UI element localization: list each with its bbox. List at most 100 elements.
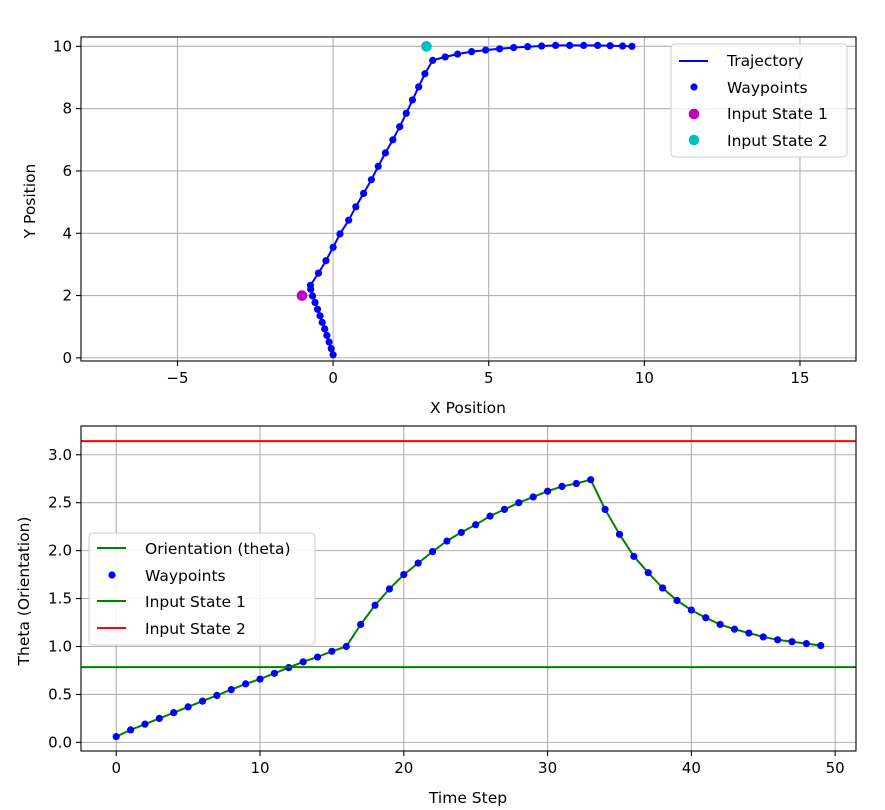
theta-waypoints-point — [155, 714, 163, 723]
trajectory-waypoints-point — [313, 305, 322, 313]
theta-waypoints-point — [385, 585, 394, 593]
theta-waypoints-point — [802, 640, 810, 648]
trajectory-waypoints-point — [323, 331, 331, 340]
trajectory-input-state-2-point — [421, 41, 432, 52]
trajectory-x-tick-label: 10 — [635, 369, 654, 387]
theta-waypoints-point — [745, 629, 753, 637]
theta-waypoints-point — [788, 638, 796, 646]
legend-theta-input-state-2-label: Input State 2 — [145, 620, 246, 638]
theta-x-tick-label: 0 — [111, 759, 121, 777]
theta-legend-box — [88, 532, 316, 646]
trajectory-waypoints-point — [524, 43, 532, 51]
theta-waypoints-point — [572, 479, 580, 488]
theta-y-tick-label: 1.0 — [48, 638, 72, 656]
trajectory-waypoints-point — [580, 41, 588, 50]
trajectory-waypoints-point — [606, 42, 614, 50]
trajectory-waypoints-point — [327, 344, 335, 353]
trajectory-ticks: −5 0 5 10 15 0 2 4 6 8 10 — [53, 37, 810, 387]
theta-y-tick-label: 2.0 — [48, 542, 72, 560]
theta-chart: 0 10 20 30 40 50 0.0 0.5 1.0 1.5 2.0 2.5 3.0 Time St… — [15, 425, 857, 807]
theta-y-tick-label: 0.5 — [48, 685, 72, 703]
legend-theta-waypoints-marker-swatch — [108, 571, 116, 579]
theta-y-tick-label: 2.5 — [48, 494, 72, 512]
theta-waypoints-point — [687, 606, 695, 614]
trajectory-input-state-1-point — [296, 290, 308, 301]
theta-waypoints-point — [414, 559, 422, 567]
theta-waypoints-point — [127, 726, 135, 734]
theta-waypoints-point — [213, 691, 221, 699]
theta-ticks: 0 10 20 30 40 50 0.0 0.5 1.0 1.5 2.0 2.5 3.0 — [48, 446, 845, 777]
theta-waypoints-point — [270, 669, 278, 677]
theta-waypoints-point — [299, 658, 307, 666]
trajectory-waypoints-point — [421, 70, 429, 78]
trajectory-x-tick-label: 0 — [328, 369, 338, 387]
theta-axes-frame — [80, 425, 857, 752]
theta-waypoints-point — [198, 697, 207, 705]
trajectory-y-tick-label: 0 — [62, 349, 72, 367]
trajectory-waypoints-point — [360, 189, 368, 197]
trajectory-chart: −5 0 5 10 15 0 2 4 6 8 10 X Position Y Position Tr… — [21, 36, 857, 417]
trajectory-waypoints-point — [429, 56, 437, 64]
trajectory-waypoints-point — [306, 281, 314, 289]
trajectory-plot-area — [296, 41, 636, 359]
legend-waypoints-marker-swatch — [690, 83, 698, 91]
legend-trajectory-label: Trajectory — [726, 52, 804, 70]
theta-waypoints-point — [817, 641, 825, 650]
trajectory-waypoints-point — [308, 292, 317, 300]
trajectory-y-tick-label: 8 — [62, 100, 72, 118]
trajectory-y-tick-label: 6 — [62, 162, 72, 180]
legend-orientation-label: Orientation (theta) — [145, 540, 291, 558]
trajectory-y-tick-label: 2 — [62, 287, 72, 305]
theta-waypoints-point — [644, 569, 652, 577]
theta-y-tick-label: 3.0 — [48, 446, 72, 464]
trajectory-x-tick-label: 15 — [790, 369, 809, 387]
trajectory-waypoints-point — [389, 136, 397, 144]
theta-waypoints-point — [184, 703, 192, 711]
theta-waypoints-point — [759, 633, 767, 641]
trajectory-waypoints-point — [367, 176, 375, 184]
theta-waypoints-point — [716, 620, 724, 629]
theta-waypoints-point — [630, 552, 638, 560]
trajectory-waypoints-point — [496, 45, 504, 53]
theta-waypoints-point — [112, 733, 120, 741]
theta-x-tick-label: 30 — [538, 759, 557, 777]
theta-waypoints-point — [601, 505, 609, 514]
trajectory-waypoints-point — [566, 41, 574, 50]
trajectory-waypoints-point — [482, 46, 490, 54]
theta-waypoints-point — [486, 512, 494, 520]
theta-waypoints-point — [500, 505, 509, 514]
theta-waypoints-point — [328, 647, 336, 655]
trajectory-waypoints-point — [336, 230, 344, 238]
theta-waypoints-point — [730, 625, 739, 633]
theta-x-tick-label: 50 — [826, 759, 845, 777]
trajectory-waypoints-point — [311, 298, 319, 307]
theta-waypoints-point — [702, 614, 710, 622]
theta-x-axis-label: Time Step — [428, 789, 507, 807]
trajectory-waypoints-point — [396, 123, 404, 131]
theta-waypoints-point — [357, 620, 365, 629]
trajectory-waypoints-point — [402, 109, 410, 117]
trajectory-axes-frame — [80, 36, 857, 362]
legend-waypoints-label: Waypoints — [727, 79, 808, 97]
theta-waypoints-point — [457, 528, 465, 537]
theta-y-tick-label: 1.5 — [48, 590, 72, 608]
theta-waypoints-point — [141, 720, 149, 728]
trajectory-waypoints-point — [441, 53, 449, 61]
trajectory-waypoints-point — [381, 149, 389, 157]
theta-waypoints-point — [615, 530, 624, 538]
trajectory-waypoints-point — [314, 269, 323, 277]
trajectory-x-axis-label: X Position — [430, 399, 506, 417]
theta-waypoints-point — [227, 686, 235, 694]
trajectory-waypoints-point — [329, 243, 337, 251]
trajectory-x-tick-label: 5 — [484, 369, 494, 387]
theta-waypoints-point — [587, 476, 595, 484]
trajectory-waypoints-point — [322, 257, 330, 265]
theta-waypoints-point — [428, 547, 437, 556]
theta-x-tick-label: 10 — [250, 759, 269, 777]
trajectory-waypoints-point — [321, 325, 329, 333]
theta-waypoints-point — [472, 521, 480, 529]
legend-input-state-1-label: Input State 1 — [727, 105, 828, 123]
trajectory-waypoints-point — [510, 43, 518, 52]
trajectory-waypoints-point — [408, 96, 417, 104]
theta-waypoints-point — [673, 596, 681, 605]
